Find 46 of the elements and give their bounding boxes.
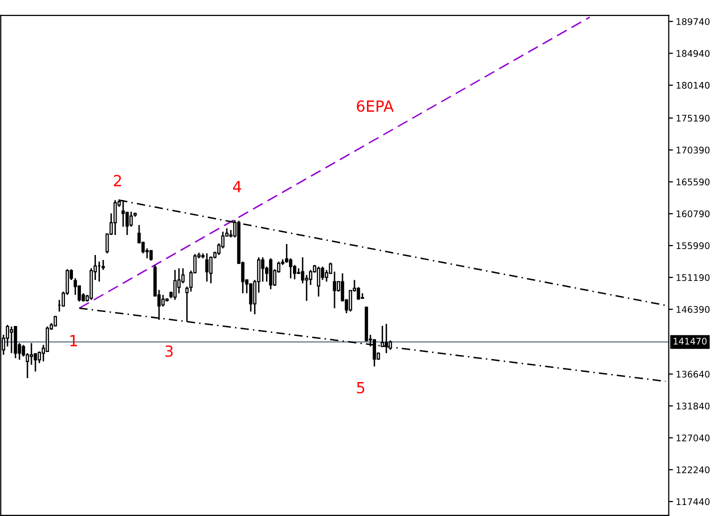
candlestick (181, 268, 185, 284)
y-tick-label: 189740 (676, 18, 710, 26)
y-tick-label: 122240 (676, 466, 710, 474)
candlestick (249, 282, 252, 312)
candlestick (205, 252, 209, 282)
candlestick (372, 338, 376, 368)
y-tick-label: 180140 (676, 82, 710, 89)
y-tick-label: 175190 (676, 114, 710, 122)
candlestick (34, 352, 38, 372)
annotation: 3 (165, 345, 173, 357)
annotation: 4 (233, 181, 242, 192)
annotation: 5 (357, 382, 364, 394)
candlestick (173, 269, 177, 301)
candlestick (261, 256, 264, 282)
candlestick (114, 199, 117, 236)
y-tick-label: 136640 (676, 370, 710, 378)
candlestick (129, 211, 133, 228)
candlestick (6, 324, 10, 348)
annotation: 1 (70, 335, 77, 346)
candlestick (384, 323, 388, 354)
candlestick (149, 249, 153, 262)
candlestick (332, 270, 336, 309)
annotation: 2 (114, 174, 121, 186)
y-tick-label: 155990 (676, 242, 710, 250)
candlestick (10, 326, 14, 354)
candlestick (348, 289, 352, 312)
y-tick-label: 160790 (676, 210, 710, 218)
ref-line-label: 141470 (674, 338, 707, 345)
candlestick (177, 268, 181, 294)
candlestick (161, 294, 165, 308)
candlestick (316, 266, 320, 298)
y-tick-label: 131840 (676, 402, 710, 410)
y-tick-label: 151190 (676, 274, 710, 281)
y-tick-label: 170390 (676, 146, 710, 154)
y-tick-label: 146390 (676, 306, 710, 313)
candlestick (30, 342, 34, 366)
candlestick (304, 274, 308, 302)
candlestick (356, 286, 360, 301)
candlestick (380, 325, 384, 348)
annotation: 6EPA (356, 100, 394, 112)
y-tick-label: 184940 (676, 50, 710, 57)
y-tick-label: 165590 (676, 178, 710, 186)
candlestick (328, 262, 332, 275)
y-tick-label: 117440 (676, 498, 710, 506)
candlestick (209, 256, 213, 284)
y-tick-label: 127040 (676, 434, 710, 442)
